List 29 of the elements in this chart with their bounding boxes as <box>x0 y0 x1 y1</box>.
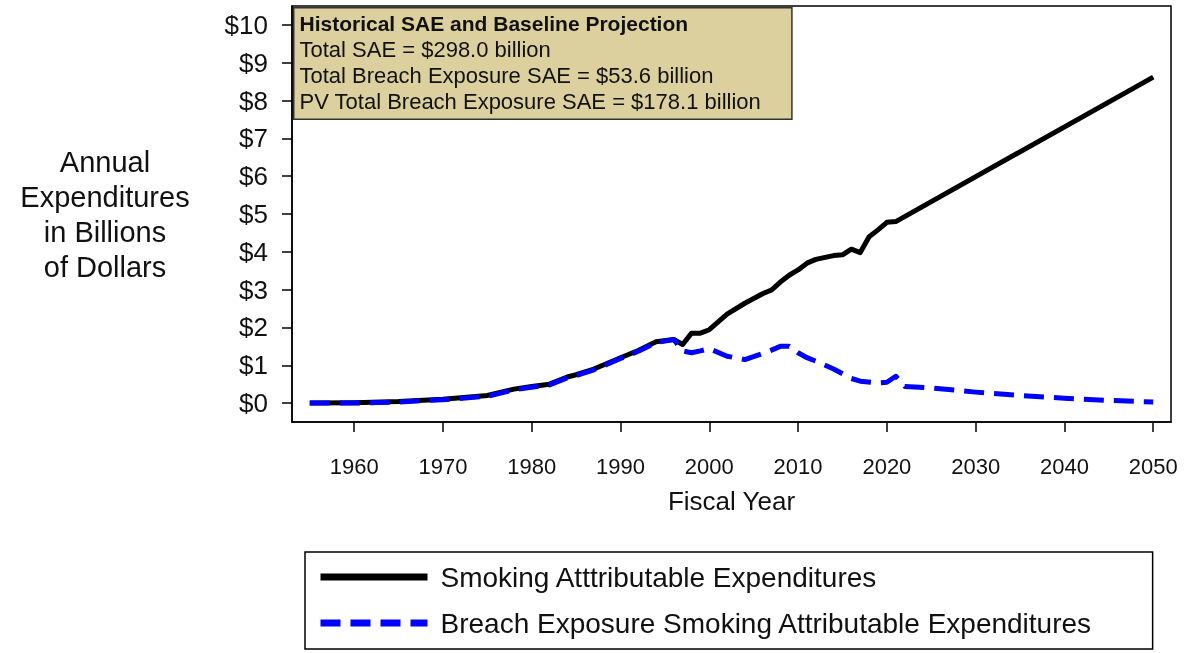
y-tick-label: $8 <box>239 85 268 116</box>
x-axis-title: Fiscal Year <box>667 486 796 516</box>
x-tick-label: 2040 <box>1039 453 1089 479</box>
x-tick-label: 2020 <box>862 453 912 479</box>
y-tick-label: $0 <box>239 388 268 419</box>
legend-label: Breach Exposure Smoking Attributable Expenditures <box>440 607 1092 639</box>
x-tick-label: 2050 <box>1128 453 1178 479</box>
x-tick-label: 1970 <box>418 453 468 479</box>
x-tick-label: 2000 <box>684 453 734 479</box>
x-tick-label: 1980 <box>507 453 557 479</box>
y-tick-label: $1 <box>239 350 268 381</box>
annotation: Total SAE = $298.0 billion <box>299 37 551 62</box>
legend-label: Smoking Atttributable Expenditures <box>440 561 877 593</box>
x-tick-label: 1990 <box>596 453 645 479</box>
x-tick-label: 2010 <box>773 453 823 479</box>
x-tick-label: 2030 <box>951 453 1001 479</box>
annotation: Total Breach Exposure SAE = $53.6 billion <box>299 63 714 88</box>
y-tick-label: $7 <box>239 123 268 154</box>
y-tick-label: $9 <box>239 47 268 78</box>
y-tick-label: $5 <box>239 199 268 229</box>
y-tick-label: $3 <box>239 274 268 305</box>
y-axis-title: Annual Expenditures in Billions of Dollars <box>20 145 190 283</box>
y-tick-label: $10 <box>224 9 268 40</box>
y-tick-label: $6 <box>239 161 268 192</box>
y-tick-label: $4 <box>239 236 268 267</box>
y-tick-label: $2 <box>239 312 268 343</box>
x-tick-label: 1960 <box>329 453 379 479</box>
chart-title: Historical SAE and Baseline Projection <box>299 12 689 35</box>
annotation: PV Total Breach Exposure SAE = $178.1 billion <box>299 89 761 114</box>
